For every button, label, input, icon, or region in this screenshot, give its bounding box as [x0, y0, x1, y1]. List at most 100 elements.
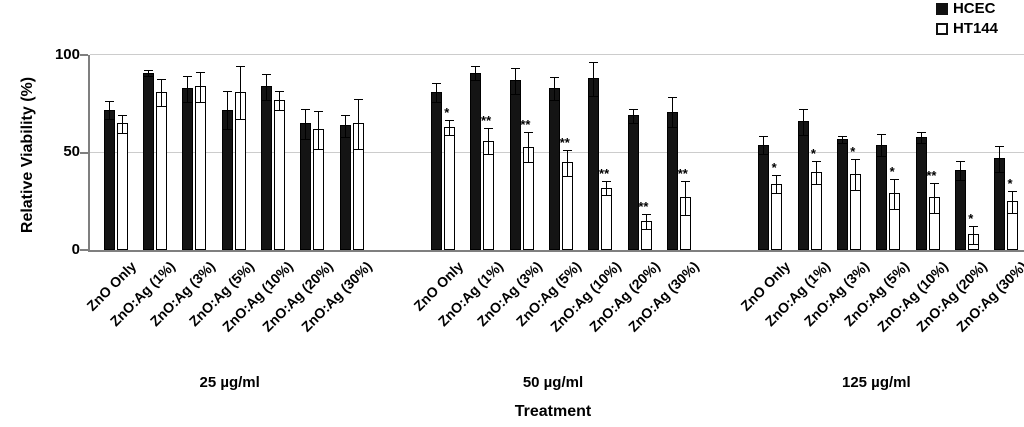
error-bar-cap — [759, 154, 769, 156]
error-bar — [121, 114, 123, 134]
bar-pair: * ZnO:Ag (30%) — [953, 55, 1024, 335]
error-bar-cap — [222, 129, 232, 131]
error-bar-cap — [431, 101, 441, 103]
error-bar-cap — [929, 212, 939, 214]
error-bar — [514, 67, 516, 96]
gridline — [90, 54, 1024, 55]
bar-hcec — [221, 91, 233, 250]
error-bar-cap — [916, 142, 926, 144]
error-bar-cap — [353, 98, 363, 100]
error-bar-cap — [510, 67, 520, 69]
error-bar-cap — [510, 94, 520, 95]
error-bar-cap — [471, 80, 481, 82]
group-label: 25 µg/ml — [199, 374, 260, 391]
ht144-open-swatch-icon — [935, 22, 948, 35]
bar-hcec — [103, 100, 115, 250]
bar-hcec — [470, 65, 482, 250]
bar-hcec — [627, 108, 639, 250]
y-tick-mark — [80, 249, 88, 251]
y-tick-mark — [80, 54, 88, 56]
bar-pair: ZnO:Ag (5%) — [186, 55, 257, 329]
bar-pair: ** ZnO:Ag (3%) — [474, 55, 545, 329]
error-bar — [645, 213, 647, 230]
error-bar-cap — [772, 193, 782, 195]
error-bar — [488, 128, 490, 156]
error-bar — [265, 73, 267, 101]
error-bar-cap — [235, 119, 245, 121]
bar-pair: ** ZnO:Ag (10%) — [547, 55, 624, 335]
error-bar — [108, 100, 110, 121]
bar-hcec — [182, 75, 194, 250]
error-bar-cap — [850, 159, 860, 161]
bar-ht144: ** — [926, 169, 940, 250]
bar-hcec — [876, 134, 888, 250]
error-bar-cap — [222, 91, 232, 93]
bar-hcec — [260, 73, 272, 250]
bar-ht144 — [234, 65, 246, 250]
significance-marker: ** — [481, 113, 492, 129]
error-bar — [881, 134, 883, 158]
error-bar-cap — [955, 161, 965, 163]
bar-ht144 — [116, 114, 128, 250]
bar-ht144: * — [771, 161, 783, 250]
error-bar-cap — [798, 108, 808, 110]
x-axis-title: Treatment — [514, 403, 592, 420]
significance-marker: * — [810, 146, 816, 162]
significance-marker: ** — [559, 134, 570, 150]
error-bar-cap — [628, 123, 638, 125]
bar-pair: ** ZnO:Ag (30%) — [626, 55, 702, 335]
significance-marker: ** — [638, 198, 649, 214]
bar-pair: ** ZnO:Ag (10%) — [874, 55, 951, 335]
error-bar-cap — [811, 183, 821, 185]
hcec-filled-swatch-icon — [935, 2, 948, 15]
concentration-group-labels: 25 µg/ml 50 µg/ml 125 µg/ml — [88, 374, 1018, 391]
bar-ht144: ** — [678, 167, 691, 250]
error-bar-cap — [183, 101, 193, 103]
bar-ht144 — [273, 91, 285, 250]
error-bar-cap — [314, 148, 324, 150]
significance-marker: * — [444, 105, 450, 121]
error-bar-cap — [916, 132, 926, 134]
error-bar — [815, 161, 817, 185]
error-bar — [278, 91, 280, 111]
error-bar — [553, 77, 555, 101]
error-bar-cap — [301, 108, 311, 110]
error-bar-cap — [523, 132, 533, 134]
category-label: ZnO:Ag (30%) — [625, 258, 703, 335]
bar-hcec — [430, 83, 442, 250]
error-bar-cap — [156, 79, 166, 81]
error-bar-cap — [431, 83, 441, 85]
error-bar-cap — [340, 114, 350, 116]
error-bar-cap — [549, 99, 559, 101]
plot-area: ZnO Only ZnO:Ag (1%) ZnO:Ag (3%) ZnO:Ag (5%… — [83, 54, 1024, 335]
bar-ht144: * — [967, 212, 979, 250]
error-bar — [606, 180, 608, 197]
error-bar — [776, 174, 778, 195]
error-bar — [527, 132, 529, 164]
error-bar-cap — [235, 65, 245, 67]
error-bar — [239, 65, 241, 121]
bar-hcec — [300, 108, 312, 250]
significance-marker: * — [968, 210, 974, 226]
error-bar — [671, 96, 673, 129]
error-bar-cap — [837, 142, 847, 144]
significance-marker: * — [771, 159, 777, 175]
error-bar-cap — [104, 119, 114, 121]
error-bar-cap — [589, 95, 599, 97]
error-bar — [632, 108, 634, 125]
bar-hcec — [797, 108, 809, 250]
error-bar-cap — [877, 156, 887, 158]
bar-ht144: ** — [560, 136, 573, 250]
legend-item-ht144: HT144 — [935, 20, 998, 37]
bar-ht144 — [352, 98, 364, 250]
category-label: ZnO:Ag (30%) — [298, 258, 375, 335]
bar-pair: * ZnO:Ag (3%) — [801, 55, 872, 329]
bar-ht144: ** — [638, 200, 652, 250]
error-bar — [435, 83, 437, 103]
y-tick-label-100: 100 — [54, 46, 80, 63]
error-bar-cap — [995, 172, 1005, 173]
significance-marker: ** — [677, 165, 688, 181]
bar-pair: ** ZnO:Ag (20%) — [586, 55, 663, 335]
error-bar-cap — [562, 175, 572, 177]
group-label: 125 µg/ml — [841, 374, 911, 391]
